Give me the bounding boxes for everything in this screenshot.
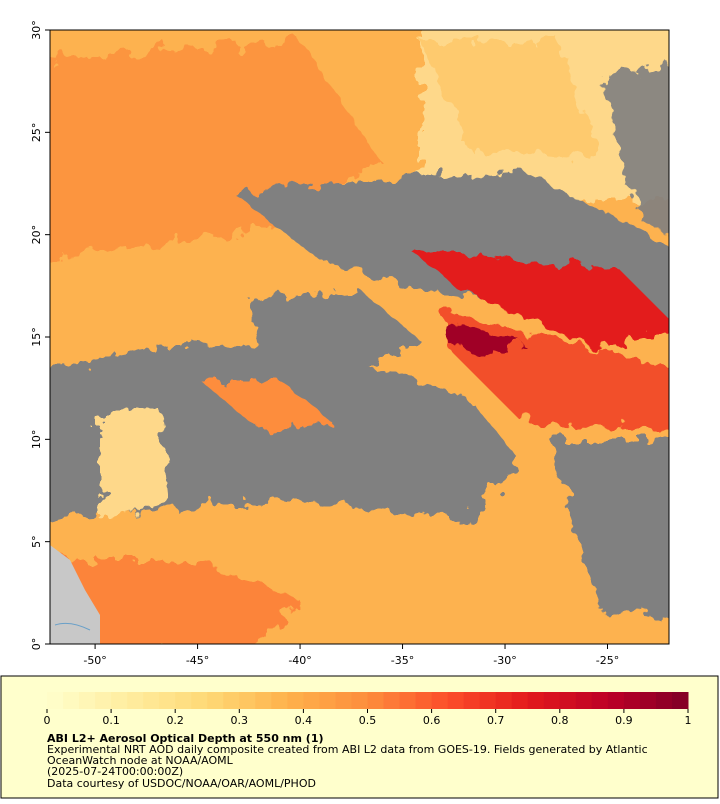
colorbar-swatch	[239, 692, 256, 709]
colorbar-tick-label: 0.7	[487, 714, 505, 727]
colorbar-swatch	[351, 692, 368, 709]
colorbar-swatch	[111, 692, 128, 709]
colorbar-swatch	[479, 692, 497, 709]
colorbar-tick-label: 0	[44, 714, 51, 727]
colorbar-swatch	[255, 692, 272, 709]
colorbar-tick-label: 1	[685, 714, 692, 727]
colorbar-swatch	[191, 692, 208, 709]
caption-line: OceanWatch node at NOAA/AOML	[47, 754, 234, 767]
colorbar-tick-label: 0.3	[231, 714, 249, 727]
colorbar-swatch	[95, 692, 112, 709]
colorbar-tick-label: 0.2	[166, 714, 184, 727]
colorbar-swatch	[383, 692, 401, 709]
colorbar-swatch	[143, 692, 160, 709]
x-tick-label: -35°	[391, 654, 414, 667]
colorbar-swatch	[127, 692, 144, 709]
colorbar-tick-label: 0.9	[615, 714, 633, 727]
colorbar-swatch	[159, 692, 176, 709]
colorbar-tick-label: 0.1	[102, 714, 120, 727]
colorbar-swatch	[47, 692, 64, 709]
caption-line: (2025-07-24T00:00:00Z)	[47, 765, 183, 778]
colorbar-swatch	[287, 692, 304, 709]
colorbar-swatch	[607, 692, 625, 709]
colorbar-swatch	[671, 692, 689, 709]
colorbar-swatch	[415, 692, 433, 709]
colorbar-swatch	[223, 692, 240, 709]
colorbar-swatch	[575, 692, 593, 709]
colorbar-swatch	[511, 692, 529, 709]
colorbar-swatch	[207, 692, 224, 709]
colorbar-swatch	[559, 692, 577, 709]
colorbar-swatch	[79, 692, 96, 709]
colorbar-swatch	[623, 692, 641, 709]
colorbar-tick-label: 0.8	[551, 714, 569, 727]
colorbar-swatch	[175, 692, 192, 709]
colorbar-swatch	[303, 692, 320, 709]
colorbar-swatch	[271, 692, 288, 709]
colorbar-swatch	[639, 692, 657, 709]
colorbar-swatch	[655, 692, 673, 709]
y-tick-label: 30°	[30, 20, 43, 40]
colorbar-swatch	[431, 692, 449, 709]
caption-title: ABI L2+ Aerosol Optical Depth at 550 nm …	[47, 732, 324, 745]
colorbar-swatch	[591, 692, 609, 709]
y-tick-label: 15°	[30, 327, 43, 347]
x-tick-label: -45°	[186, 654, 209, 667]
colorbar-swatch	[447, 692, 465, 709]
colorbar-swatch	[63, 692, 80, 709]
y-tick-label: 10°	[30, 430, 43, 450]
x-tick-label: -30°	[493, 654, 516, 667]
y-tick-label: 25°	[30, 123, 43, 143]
colorbar-swatch	[319, 692, 336, 709]
colorbar-swatch	[527, 692, 545, 709]
x-tick-label: -50°	[83, 654, 106, 667]
axes: -50° -45° -40° -35° -30° -25° 0° 5° 10° 15° 20° 25°…	[30, 20, 619, 667]
colorbar-swatch	[543, 692, 561, 709]
map-image	[50, 30, 669, 644]
caption-line: Data courtesy of USDOC/NOAA/OAR/AOML/PHO…	[47, 777, 316, 790]
caption-line: Experimental NRT AOD daily composite cre…	[47, 743, 648, 756]
x-tick-label: -25°	[596, 654, 619, 667]
colorbar-tick-label: 0.6	[423, 714, 441, 727]
colorbar-swatch	[495, 692, 513, 709]
colorbar: 0 0.1 0.2 0.3 0.4 0.5 0.6 0.7 0.8 0.9 1	[44, 692, 692, 727]
colorbar-swatch	[335, 692, 352, 709]
colorbar-tick-label: 0.5	[359, 714, 377, 727]
colorbar-swatch	[463, 692, 481, 709]
y-tick-label: 5°	[30, 535, 43, 548]
colorbar-swatch	[399, 692, 417, 709]
x-tick-label: -40°	[288, 654, 311, 667]
colorbar-swatch	[367, 692, 385, 709]
y-tick-label: 0°	[30, 638, 43, 651]
y-tick-label: 20°	[30, 225, 43, 245]
colorbar-tick-label: 0.4	[295, 714, 313, 727]
